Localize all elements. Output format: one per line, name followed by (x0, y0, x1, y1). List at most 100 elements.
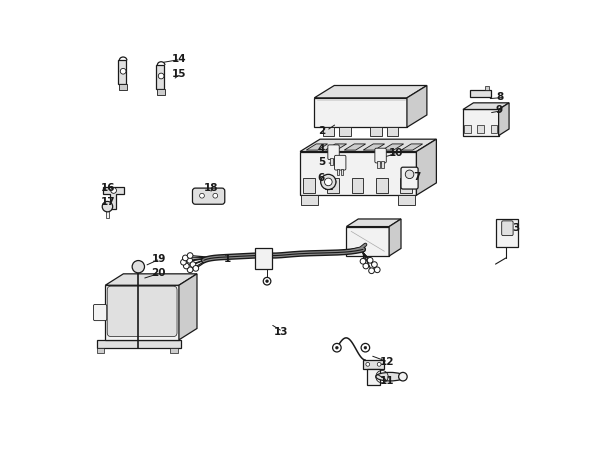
Polygon shape (367, 369, 380, 385)
Text: 18: 18 (204, 182, 218, 193)
Bar (400, 178, 412, 193)
FancyBboxPatch shape (107, 286, 177, 336)
Circle shape (181, 259, 186, 265)
Polygon shape (401, 144, 423, 150)
Text: 5: 5 (318, 157, 325, 168)
FancyBboxPatch shape (328, 145, 339, 160)
Circle shape (184, 263, 189, 269)
Polygon shape (315, 98, 407, 127)
Circle shape (159, 73, 164, 79)
Polygon shape (407, 86, 427, 127)
Circle shape (321, 174, 336, 190)
Circle shape (193, 266, 199, 271)
Polygon shape (387, 127, 398, 136)
Text: 16: 16 (101, 182, 115, 193)
Polygon shape (119, 84, 127, 90)
Bar (352, 178, 364, 193)
Circle shape (360, 258, 366, 264)
Polygon shape (179, 274, 197, 340)
Polygon shape (364, 144, 384, 150)
Circle shape (335, 346, 338, 349)
Bar (334, 158, 337, 165)
Circle shape (364, 346, 367, 349)
Text: 8: 8 (496, 92, 503, 103)
Polygon shape (382, 144, 403, 150)
Circle shape (398, 372, 407, 381)
Circle shape (324, 178, 332, 186)
Bar (337, 169, 340, 175)
Circle shape (363, 263, 368, 269)
FancyBboxPatch shape (502, 221, 513, 236)
Text: 7: 7 (413, 171, 420, 182)
Bar (327, 178, 339, 193)
Bar (491, 125, 497, 133)
Circle shape (405, 170, 414, 179)
Bar (477, 125, 483, 133)
Polygon shape (118, 60, 126, 84)
Text: 19: 19 (152, 254, 166, 264)
Circle shape (111, 188, 116, 193)
Polygon shape (306, 144, 327, 150)
Polygon shape (471, 90, 491, 97)
Bar (303, 178, 315, 193)
Polygon shape (398, 195, 416, 205)
Circle shape (263, 277, 271, 285)
Circle shape (361, 343, 370, 352)
Text: 4: 4 (318, 143, 325, 154)
Polygon shape (105, 274, 197, 285)
Polygon shape (300, 139, 436, 152)
Circle shape (377, 362, 381, 366)
Polygon shape (323, 127, 334, 136)
Ellipse shape (376, 372, 405, 381)
FancyBboxPatch shape (496, 218, 518, 247)
Polygon shape (499, 103, 509, 136)
Text: 3: 3 (513, 223, 520, 233)
Text: 1: 1 (224, 254, 231, 264)
Polygon shape (105, 285, 179, 340)
Circle shape (121, 68, 126, 74)
Polygon shape (463, 110, 499, 136)
FancyBboxPatch shape (94, 304, 106, 321)
Text: 17: 17 (101, 197, 116, 207)
Text: 6: 6 (318, 173, 325, 183)
FancyBboxPatch shape (335, 155, 346, 170)
Circle shape (366, 362, 370, 366)
Circle shape (332, 343, 341, 352)
Text: 13: 13 (274, 326, 289, 337)
Text: 12: 12 (379, 357, 394, 367)
Circle shape (367, 257, 373, 263)
Bar (378, 162, 380, 168)
Polygon shape (157, 89, 165, 95)
Circle shape (371, 262, 377, 267)
Text: 14: 14 (172, 54, 187, 65)
Polygon shape (485, 86, 490, 90)
Circle shape (266, 280, 269, 283)
Polygon shape (301, 195, 318, 205)
Circle shape (132, 260, 144, 273)
Polygon shape (103, 187, 124, 209)
Circle shape (187, 267, 193, 273)
Bar (341, 169, 343, 175)
Polygon shape (325, 144, 346, 150)
Circle shape (375, 267, 380, 273)
Circle shape (187, 253, 193, 258)
Polygon shape (300, 152, 416, 195)
Circle shape (190, 262, 196, 267)
Polygon shape (416, 139, 436, 195)
Polygon shape (463, 103, 509, 110)
Polygon shape (157, 65, 164, 89)
Bar (376, 178, 388, 193)
Bar (97, 349, 105, 353)
FancyBboxPatch shape (401, 167, 418, 189)
Bar (330, 158, 333, 165)
Text: 2: 2 (318, 125, 325, 136)
Polygon shape (370, 127, 382, 136)
Polygon shape (97, 340, 181, 349)
Circle shape (368, 268, 375, 274)
Text: 9: 9 (496, 105, 503, 115)
Polygon shape (315, 86, 427, 98)
Text: 20: 20 (152, 268, 166, 278)
Polygon shape (346, 219, 401, 227)
Text: 10: 10 (389, 148, 404, 158)
Text: 15: 15 (172, 68, 187, 79)
